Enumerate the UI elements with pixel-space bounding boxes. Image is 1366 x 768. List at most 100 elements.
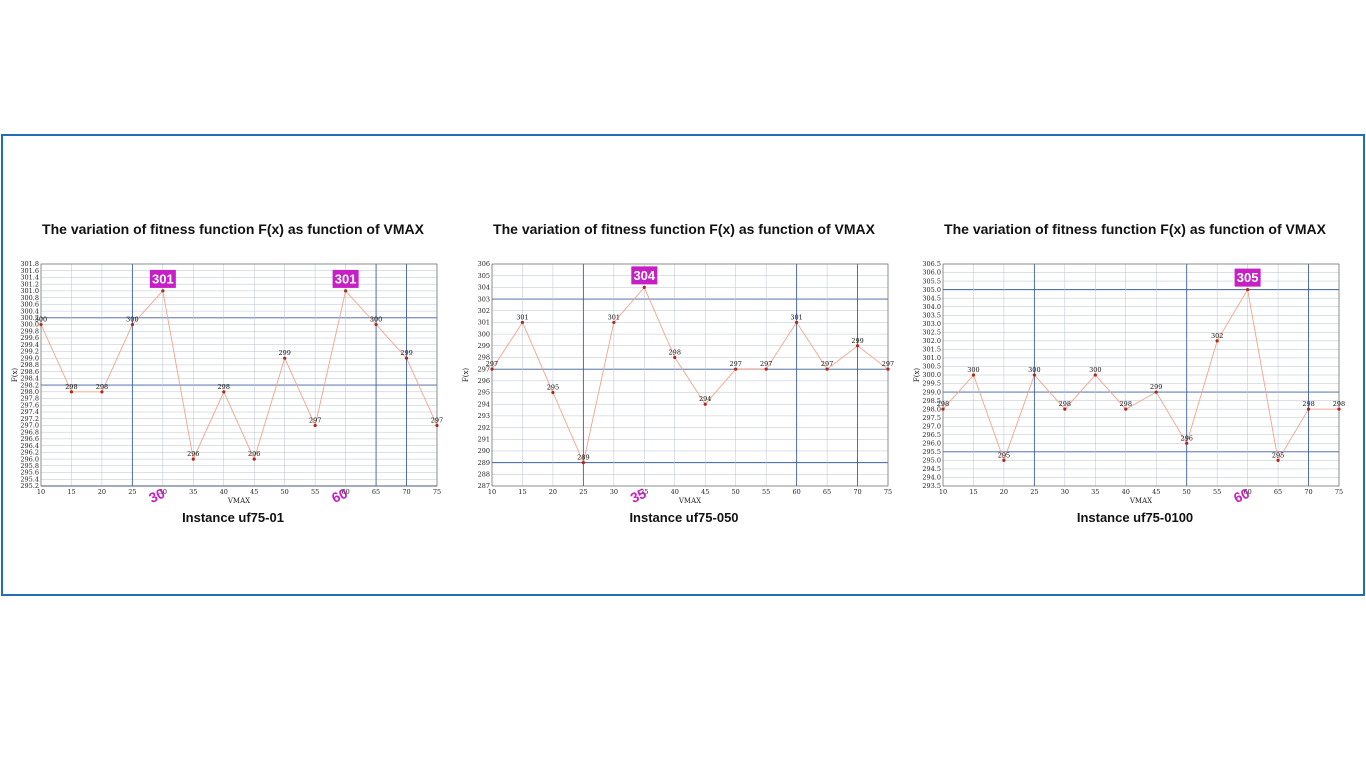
y-tick-label: 305.5	[922, 277, 941, 285]
data-point	[283, 356, 287, 360]
y-tick-label: 298.2	[20, 381, 39, 389]
x-tick-label: 60	[341, 488, 349, 496]
x-tick-label: 55	[311, 488, 319, 496]
y-tick-label: 295.2	[20, 482, 39, 490]
data-label: 295	[1272, 451, 1284, 459]
x-tick-label: 10	[37, 488, 45, 496]
data-label: 300	[126, 316, 138, 324]
data-label: 297	[729, 360, 741, 368]
y-tick-label: 306	[478, 260, 490, 268]
x-tick-label: 60	[792, 488, 800, 496]
y-tick-label: 301	[478, 319, 490, 327]
x-tick-label: 35	[1091, 488, 1099, 496]
data-point	[551, 390, 555, 395]
y-axis-label: F(x)	[462, 368, 470, 383]
highlight-badge	[149, 269, 176, 288]
data-label: 295	[998, 451, 1010, 459]
data-label: 300	[1089, 366, 1101, 374]
y-tick-label: 289	[478, 459, 490, 467]
y-tick-label: 303	[478, 295, 490, 303]
y-tick-label: 290	[478, 447, 490, 455]
y-tick-label: 301.4	[20, 274, 39, 282]
y-tick-label: 298.5	[922, 397, 941, 405]
data-point	[1337, 407, 1341, 411]
x-tick-label: 70	[853, 488, 861, 496]
y-tick-label: 295.8	[20, 462, 39, 470]
data-point	[855, 344, 860, 348]
data-point	[642, 285, 646, 289]
y-tick-label: 296	[478, 377, 490, 385]
x-tick-label: 20	[1000, 488, 1008, 496]
data-point	[1306, 407, 1311, 411]
y-tick-label: 296.5	[922, 431, 941, 439]
x-tick-label: 35	[189, 488, 197, 496]
chart-title: The variation of fitness function F(x) a…	[42, 221, 424, 237]
slide-frame: The variation of fitness function F(x) a…	[1, 134, 1365, 596]
y-tick-label: 303.0	[922, 320, 941, 328]
highlight-value-label: 301	[152, 271, 174, 286]
data-point	[374, 322, 378, 327]
data-point	[1215, 339, 1219, 343]
series-line	[491, 286, 889, 465]
data-point	[1185, 441, 1189, 445]
data-point	[344, 289, 348, 293]
x-tick-label: 30	[159, 488, 167, 496]
x-tick-label: 75	[433, 488, 441, 496]
x-tick-label: 60	[1243, 488, 1251, 496]
highlight-badge	[332, 269, 359, 288]
data-label: 301	[608, 313, 620, 321]
y-tick-label: 297.5	[922, 414, 941, 422]
y-tick-label: 296.2	[20, 449, 39, 457]
x-tick-label: 70	[402, 488, 410, 496]
x-tick-label: 65	[823, 488, 831, 496]
x-tick-label: 10	[488, 488, 496, 496]
data-point	[435, 423, 439, 428]
data-point	[100, 390, 104, 394]
y-tick-label: 294.0	[922, 474, 941, 482]
y-tick-label: 298.4	[20, 375, 39, 383]
data-point	[1124, 407, 1128, 411]
y-tick-label: 304	[478, 284, 490, 292]
data-label: 295	[547, 384, 559, 392]
x-tick-label: 75	[1335, 488, 1343, 496]
y-tick-label: 288	[478, 471, 490, 479]
x-axis-label: VMAX	[227, 497, 250, 505]
data-label: 299	[278, 349, 290, 357]
y-tick-label: 300.0	[922, 371, 941, 379]
x-tick-label: 20	[549, 488, 557, 496]
data-label: 298	[1302, 400, 1314, 408]
data-point	[941, 407, 945, 411]
plot-border	[491, 263, 889, 487]
data-point	[825, 367, 829, 371]
y-tick-label: 295.5	[922, 448, 941, 456]
highlight-value-label: 301	[335, 271, 357, 286]
x-tick-label: 25	[1030, 488, 1038, 496]
x-tick-label: 50	[732, 488, 740, 496]
x-tick-label: 70	[1304, 488, 1312, 496]
data-point	[1093, 373, 1097, 377]
x-tick-label: 25	[579, 488, 587, 496]
x-tick-label: 50	[281, 488, 289, 496]
data-point	[490, 367, 494, 371]
data-point	[1032, 373, 1036, 377]
data-point	[1063, 407, 1067, 411]
y-tick-label: 297.8	[20, 395, 39, 403]
data-label: 299	[1150, 383, 1162, 391]
data-label: 296	[187, 450, 199, 458]
x-tick-label: 65	[1274, 488, 1282, 496]
data-point	[1154, 390, 1158, 394]
data-point	[191, 457, 195, 461]
highlight-x-label: 60	[1231, 485, 1252, 506]
data-point	[734, 367, 738, 371]
data-label: 300	[1028, 366, 1040, 374]
y-tick-label: 295.0	[922, 457, 941, 465]
data-label: 298	[218, 383, 230, 391]
data-label: 298	[96, 383, 108, 391]
chart-uf75-01: 295.2295.4295.6295.8296.0296.2296.4296.6…	[11, 260, 443, 506]
data-label: 298	[1059, 400, 1071, 408]
data-label: 296	[1180, 434, 1192, 442]
highlight-value-label: 305	[1237, 270, 1259, 285]
y-tick-label: 302.0	[922, 337, 941, 345]
data-label: 297	[821, 360, 833, 368]
data-point	[581, 461, 585, 465]
